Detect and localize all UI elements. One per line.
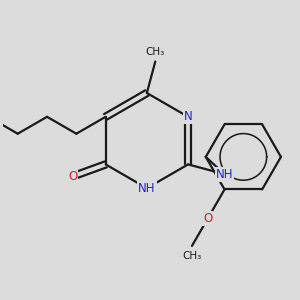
Text: CH₃: CH₃ xyxy=(182,251,202,261)
Text: CH₃: CH₃ xyxy=(146,46,165,56)
Text: NH: NH xyxy=(138,182,156,195)
Text: NH: NH xyxy=(216,168,233,181)
Text: N: N xyxy=(184,110,193,123)
Text: O: O xyxy=(203,212,212,225)
Text: O: O xyxy=(68,170,77,183)
